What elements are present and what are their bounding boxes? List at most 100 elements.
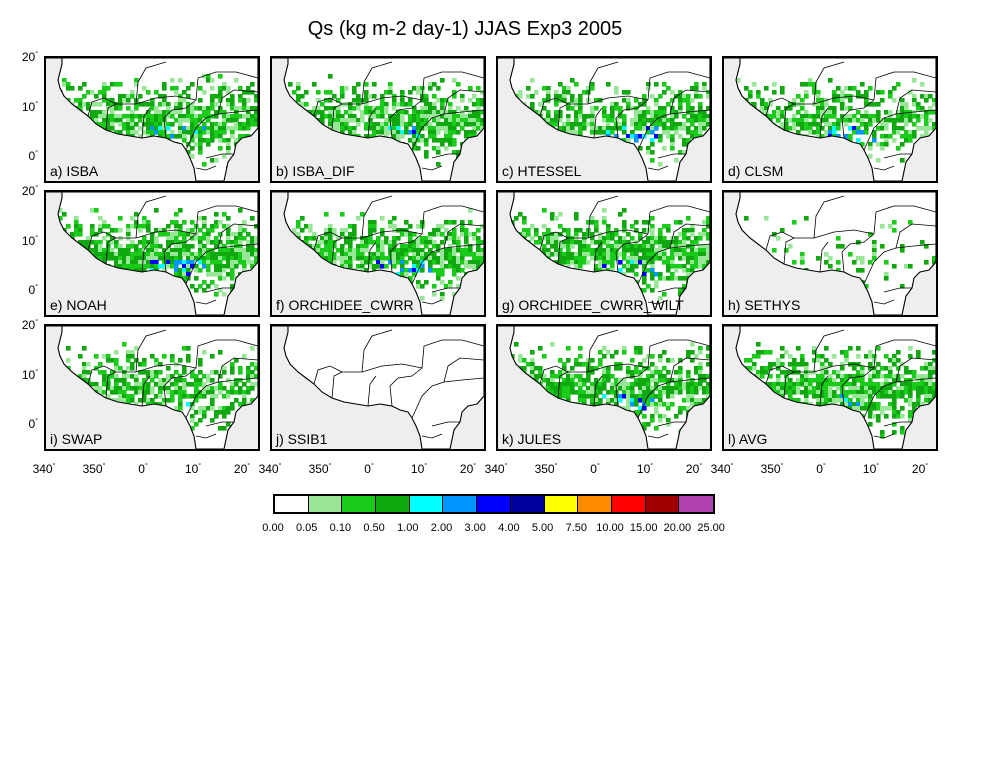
field-cell (614, 126, 619, 131)
field-cell (106, 354, 111, 359)
field-cell (134, 82, 139, 87)
field-cell (694, 386, 699, 391)
field-cell (804, 118, 809, 123)
field-cell (658, 110, 663, 115)
field-cell (98, 370, 103, 375)
field-cell (836, 94, 841, 99)
field-cell (98, 102, 103, 107)
field-cell (550, 118, 555, 123)
field-cell (594, 106, 599, 111)
field-cell (626, 244, 631, 249)
field-cell (420, 106, 425, 111)
field-cell (146, 224, 151, 229)
field-cell (150, 260, 155, 265)
field-cell (694, 370, 699, 375)
field-cell (436, 162, 441, 167)
field-cell (650, 268, 655, 273)
field-cell (210, 122, 215, 127)
field-cell (130, 130, 135, 135)
field-cell (476, 240, 481, 245)
field-cell (312, 106, 317, 111)
map-svg (272, 326, 484, 449)
field-cell (106, 382, 111, 387)
field-cell (444, 122, 449, 127)
field-cell (476, 110, 481, 115)
field-cell (590, 358, 595, 363)
field-cell (404, 110, 409, 115)
country-border (135, 195, 167, 239)
field-cell (110, 82, 115, 87)
field-cell (690, 390, 695, 395)
field-cell (698, 114, 703, 119)
field-cell (594, 98, 599, 103)
field-cell (226, 216, 231, 221)
field-cell (126, 244, 131, 249)
field-cell (134, 256, 139, 261)
field-cell (328, 252, 333, 257)
field-cell (138, 390, 143, 395)
field-cell (174, 390, 179, 395)
field-cell (234, 114, 239, 119)
field-cell (562, 386, 567, 391)
field-cell (550, 216, 555, 221)
field-cell (210, 126, 215, 131)
field-cell (784, 248, 789, 253)
field-cell (912, 114, 917, 119)
field-cell (674, 248, 679, 253)
field-cell (166, 102, 171, 107)
field-cell (686, 268, 691, 273)
field-cell (828, 256, 833, 261)
field-cell (456, 276, 461, 281)
field-cell (884, 118, 889, 123)
field-cell (166, 260, 171, 265)
field-cell (602, 130, 607, 135)
field-cell (158, 264, 163, 269)
field-cell (102, 260, 107, 265)
field-cell (218, 264, 223, 269)
field-cell (146, 264, 151, 269)
field-cell (452, 126, 457, 131)
field-cell (856, 90, 861, 95)
field-cell (702, 386, 707, 391)
field-cell (222, 410, 227, 415)
field-cell (158, 244, 163, 249)
map-svg (724, 326, 936, 449)
field-cell (150, 98, 155, 103)
field-cell (170, 354, 175, 359)
field-cell (186, 244, 191, 249)
field-cell (424, 240, 429, 245)
field-cell (178, 244, 183, 249)
field-cell (448, 110, 453, 115)
field-cell (106, 386, 111, 391)
field-cell (150, 102, 155, 107)
field-cell (626, 370, 631, 375)
field-cell (218, 272, 223, 277)
field-cell (558, 244, 563, 249)
field-cell (400, 130, 405, 135)
field-cell (118, 130, 123, 135)
field-cell (166, 256, 171, 261)
field-cell (102, 252, 107, 257)
field-cell (198, 390, 203, 395)
field-cell (666, 102, 671, 107)
field-cell (546, 240, 551, 245)
field-cell (590, 114, 595, 119)
field-cell (142, 240, 147, 245)
field-cell (234, 118, 239, 123)
field-cell (860, 82, 865, 87)
field-cell (320, 248, 325, 253)
field-cell (86, 362, 91, 367)
field-cell (448, 142, 453, 147)
field-cell (566, 122, 571, 127)
field-cell (78, 224, 83, 229)
field-cell (126, 374, 131, 379)
field-cell (86, 106, 91, 111)
field-cell (376, 244, 381, 249)
field-cell (642, 276, 647, 281)
field-cell (452, 138, 457, 143)
field-cell (98, 248, 103, 253)
field-cell (194, 256, 199, 261)
field-cell (654, 118, 659, 123)
field-cell (784, 122, 789, 127)
field-cell (892, 122, 897, 127)
